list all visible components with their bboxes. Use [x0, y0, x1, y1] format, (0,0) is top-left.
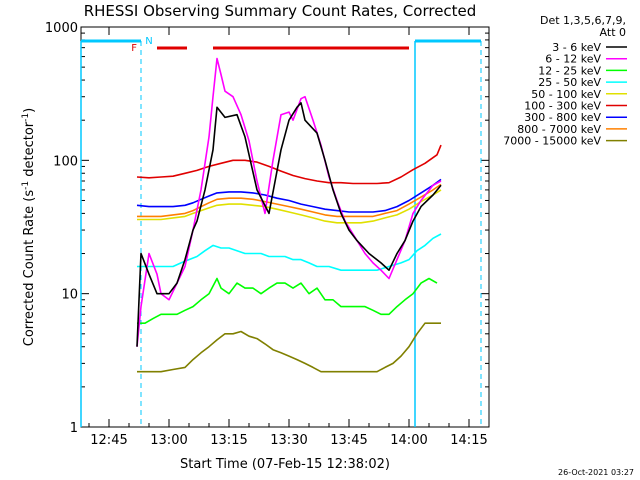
x-tick-label: 14:00: [390, 433, 427, 448]
y-label-exp-1: -1: [21, 181, 31, 190]
series-lines: [136, 57, 442, 373]
series-line: [137, 183, 442, 218]
series-line: [137, 277, 438, 324]
legend-header-1: Det 1,3,5,6,7,9,: [540, 14, 626, 27]
series-line: [136, 102, 442, 347]
legend-label: 50 - 100 keV: [531, 88, 601, 101]
series-line: [137, 322, 441, 373]
timestamp: 26-Oct-2021 03:27: [558, 468, 634, 477]
series-line: [136, 178, 442, 213]
legend-label: 25 - 50 keV: [538, 76, 601, 89]
legend-label: 12 - 25 keV: [538, 64, 601, 77]
x-tick-label: 13:15: [210, 433, 247, 448]
plot-frame: [80, 26, 490, 428]
attenuator-flags: FN: [80, 36, 482, 427]
x-tick-label: 13:45: [330, 433, 367, 448]
y-label-part-1: Corrected Count Rate (s: [22, 190, 37, 347]
legend-label: 300 - 800 keV: [524, 111, 601, 124]
x-axis: 12:45 13:00 13:15 13:30 13:45 14:00 14:15: [88, 27, 490, 448]
y-tick-label: 1000: [45, 21, 78, 36]
plot-area: 12:45 13:00 13:15 13:30 13:45 14:00 14:15 1101…: [45, 21, 490, 448]
series-line: [136, 144, 442, 185]
legend-label: 100 - 300 keV: [524, 100, 601, 113]
x-tick-label: 13:00: [150, 433, 187, 448]
series-line: [136, 57, 442, 347]
y-tick-label: 1: [70, 421, 78, 436]
y-label-part-3: ): [22, 108, 37, 113]
y-tick-label: 100: [53, 154, 78, 169]
y-label-exp-2: -1: [21, 113, 31, 122]
chart-title: RHESSI Observing Summary Count Rates, Co…: [84, 2, 477, 20]
flag-label-n: N: [145, 36, 152, 47]
legend-label: 800 - 7000 keV: [517, 123, 601, 136]
flag-label-f: F: [131, 43, 137, 54]
y-axis: 1 10 100 1000: [45, 21, 489, 436]
legend-header-2: Att 0: [600, 26, 626, 39]
x-tick-label: 12:45: [90, 433, 127, 448]
legend-label: 3 - 6 keV: [552, 41, 601, 54]
legend-label: 7000 - 15000 keV: [503, 135, 601, 148]
y-axis-label: Corrected Count Rate (s-1 detector-1): [21, 108, 37, 346]
series-line: [137, 189, 442, 224]
legend-label: 6 - 12 keV: [545, 53, 601, 66]
x-axis-label: Start Time (07-Feb-15 12:38:02): [180, 457, 390, 472]
y-label-part-2: detector: [22, 121, 37, 181]
x-tick-label: 13:30: [270, 433, 307, 448]
y-tick-label: 10: [61, 288, 78, 303]
x-tick-label: 14:15: [450, 433, 487, 448]
